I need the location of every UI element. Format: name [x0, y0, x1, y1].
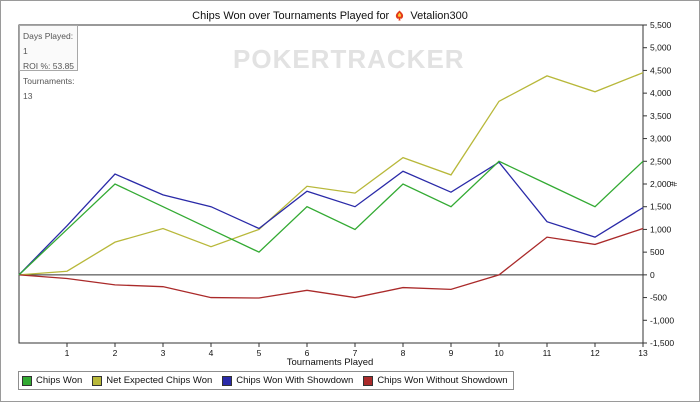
y-tick-label: 4,000: [650, 88, 672, 98]
x-tick-label: 7: [353, 348, 358, 358]
series-line-chips-won-with-showdown: [18, 161, 644, 276]
legend-item-without-showdown[interactable]: Chips Won Without Showdown: [363, 375, 508, 386]
legend-swatch: [92, 375, 103, 386]
y-tick-label: -1,500: [650, 338, 674, 348]
x-tick-label: 10: [494, 348, 504, 358]
x-tick-label: 13: [638, 348, 648, 358]
chart-title-player: Vetalion300: [410, 10, 468, 22]
chart-title: Chips Won over Tournaments Played for Ve…: [0, 10, 660, 22]
x-tick-label: 3: [161, 348, 166, 358]
chart-title-prefix: Chips Won over Tournaments Played for: [192, 10, 390, 22]
y-tick-label: 0: [650, 270, 655, 280]
y-tick-label: 3,000: [650, 134, 672, 144]
y-tick-label: 5,000: [650, 43, 672, 53]
legend-item-net-expected[interactable]: Net Expected Chips Won: [92, 375, 212, 386]
pokertracker-watermark: POKERTRACKER: [233, 44, 465, 74]
chart-legend: Chips Won Net Expected Chips Won Chips W…: [18, 371, 514, 390]
legend-swatch: [363, 375, 374, 386]
stat-tournaments: Tournaments: 13: [23, 76, 75, 101]
legend-label: Chips Won Without Showdown: [377, 375, 508, 386]
series-line-net-expected-chips-won: [18, 72, 644, 276]
y-tick-label: 4,500: [650, 65, 672, 75]
y-tick-label: 2,000: [650, 179, 672, 189]
pokerstars-logo-icon: [396, 10, 404, 21]
legend-swatch: [22, 375, 32, 386]
stats-box: Days Played: 1 ROI %: 53.85 Tournaments:…: [19, 25, 78, 101]
x-tick-label: 8: [401, 348, 406, 358]
legend-label: Chips Won: [36, 375, 83, 386]
legend-label: Chips Won With Showdown: [236, 375, 354, 386]
y-tick-label: -1,000: [650, 315, 674, 325]
y-tick-label: 1,500: [650, 202, 672, 212]
x-tick-label: 4: [209, 348, 214, 358]
stat-roi: ROI %: 53.85: [23, 61, 75, 71]
x-tick-label: 5: [257, 348, 262, 358]
legend-swatch: [222, 375, 233, 386]
y-tick-label: 2,500: [650, 156, 672, 166]
y-tick-label: -500: [650, 293, 667, 303]
x-tick-label: 6: [305, 348, 310, 358]
x-tick-label: 12: [590, 348, 600, 358]
x-tick-label: 9: [449, 348, 454, 358]
y-axis-label: #: [668, 181, 679, 187]
x-tick-label: 11: [543, 348, 552, 358]
legend-item-with-showdown[interactable]: Chips Won With Showdown: [222, 375, 353, 386]
legend-label: Net Expected Chips Won: [106, 375, 213, 386]
stat-days-played: Days Played: 1: [23, 31, 74, 56]
legend-item-chips-won[interactable]: Chips Won: [22, 375, 82, 386]
y-tick-label: 3,500: [650, 111, 672, 121]
series-line-chips-won-without-showdown: [18, 227, 644, 299]
y-tick-label: 500: [650, 247, 664, 257]
x-tick-label: 1: [65, 348, 70, 358]
x-axis-label: Tournaments Played: [286, 357, 374, 368]
series-line-chips-won: [18, 160, 644, 276]
y-tick-label: 1,000: [650, 224, 672, 234]
y-tick-label: 5,500: [650, 20, 672, 30]
x-tick-label: 2: [113, 348, 118, 358]
